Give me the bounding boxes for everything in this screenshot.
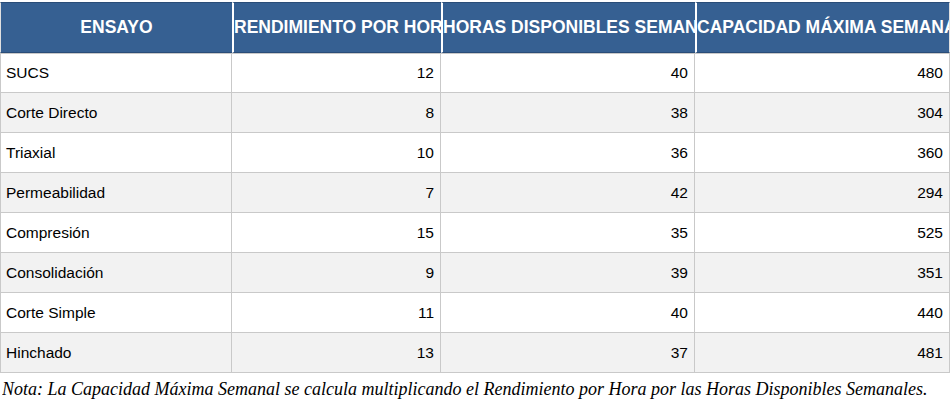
footnote: Nota: La Capacidad Máxima Semanal se cal…: [2, 379, 950, 400]
cell-capacidad: 294: [695, 173, 950, 213]
header-row: ENSAYO RENDIMIENTO POR HORA HORAS DISPON…: [0, 2, 950, 53]
cell-ensayo: Hinchado: [0, 333, 232, 373]
column-header-horas-disponibles-semanales: HORAS DISPONIBLES SEMANALES: [441, 2, 695, 53]
cell-horas: 42: [441, 173, 695, 213]
cell-rendimiento: 9: [232, 253, 441, 293]
cell-capacidad: 360: [695, 133, 950, 173]
cell-capacidad: 351: [695, 253, 950, 293]
table-row: Triaxial1036360: [0, 133, 950, 173]
cell-horas: 37: [441, 333, 695, 373]
cell-rendimiento: 11: [232, 293, 441, 333]
column-header-rendimiento-por-hora: RENDIMIENTO POR HORA: [232, 2, 441, 53]
table-row: Permeabilidad742294: [0, 173, 950, 213]
table-row: Corte Directo838304: [0, 93, 950, 133]
table-body: SUCS1240480Corte Directo838304Triaxial10…: [0, 53, 950, 373]
cell-rendimiento: 10: [232, 133, 441, 173]
cell-rendimiento: 7: [232, 173, 441, 213]
cell-rendimiento: 8: [232, 93, 441, 133]
cell-ensayo: Compresión: [0, 213, 232, 253]
cell-horas: 35: [441, 213, 695, 253]
cell-ensayo: Corte Directo: [0, 93, 232, 133]
column-header-ensayo: ENSAYO: [0, 2, 232, 53]
table-row: Compresión1535525: [0, 213, 950, 253]
capacity-table: ENSAYO RENDIMIENTO POR HORA HORAS DISPON…: [0, 2, 950, 373]
cell-horas: 36: [441, 133, 695, 173]
table-row: SUCS1240480: [0, 53, 950, 93]
cell-ensayo: Triaxial: [0, 133, 232, 173]
cell-horas: 40: [441, 53, 695, 93]
table-row: Hinchado1337481: [0, 333, 950, 373]
cell-horas: 39: [441, 253, 695, 293]
cell-capacidad: 525: [695, 213, 950, 253]
cell-rendimiento: 12: [232, 53, 441, 93]
cell-ensayo: Permeabilidad: [0, 173, 232, 213]
cell-rendimiento: 13: [232, 333, 441, 373]
cell-capacidad: 481: [695, 333, 950, 373]
cell-rendimiento: 15: [232, 213, 441, 253]
cell-capacidad: 304: [695, 93, 950, 133]
cell-capacidad: 480: [695, 53, 950, 93]
table-row: Corte Simple1140440: [0, 293, 950, 333]
cell-horas: 38: [441, 93, 695, 133]
cell-capacidad: 440: [695, 293, 950, 333]
cell-horas: 40: [441, 293, 695, 333]
cell-ensayo: SUCS: [0, 53, 232, 93]
table-row: Consolidación939351: [0, 253, 950, 293]
column-header-capacidad-maxima-semanal: CAPACIDAD MÁXIMA SEMANAL: [695, 2, 950, 53]
cell-ensayo: Consolidación: [0, 253, 232, 293]
lab-capacity-report: ENSAYO RENDIMIENTO POR HORA HORAS DISPON…: [0, 0, 950, 411]
cell-ensayo: Corte Simple: [0, 293, 232, 333]
